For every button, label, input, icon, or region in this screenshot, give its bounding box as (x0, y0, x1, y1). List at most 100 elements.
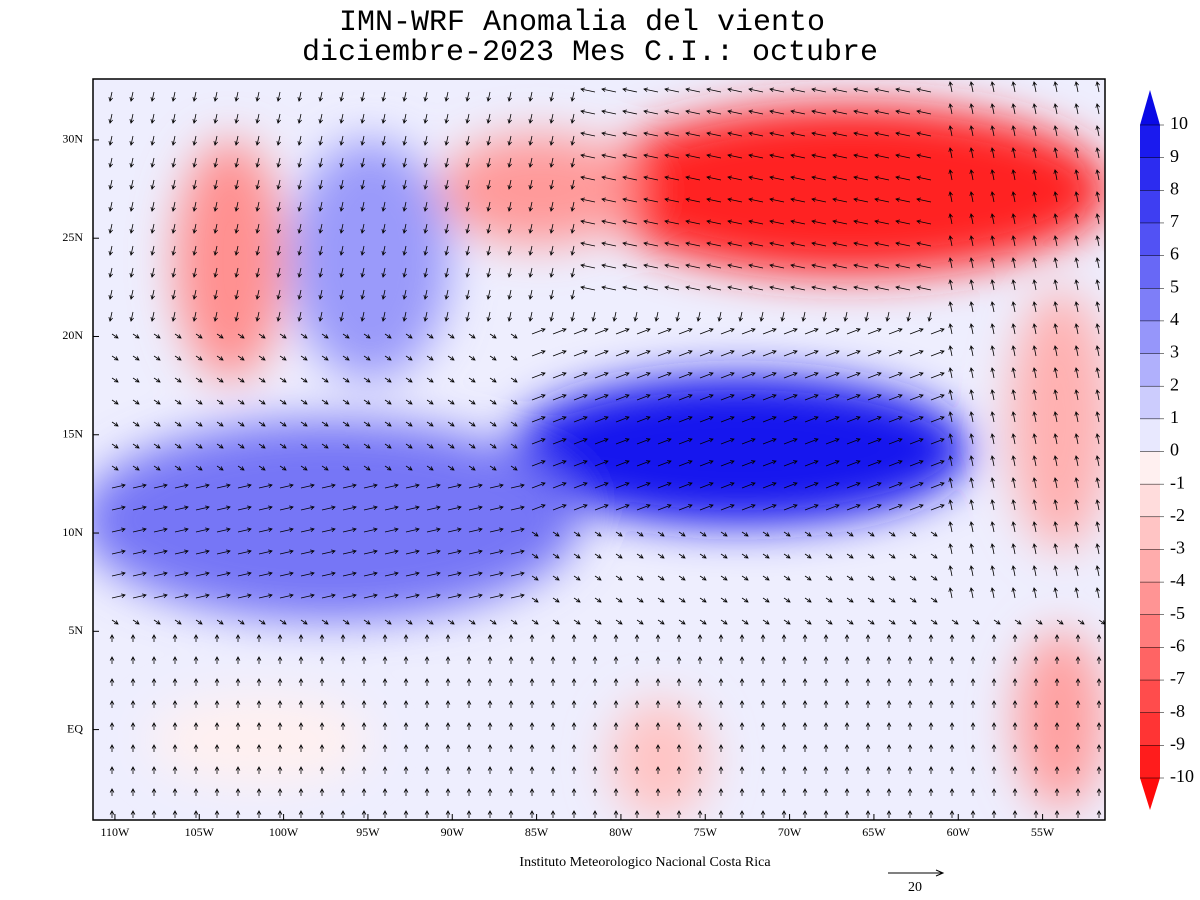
wind-vector (129, 245, 134, 256)
wind-vector (676, 634, 682, 642)
wind-vector (426, 355, 434, 361)
y-tick-label: 20N (62, 328, 83, 342)
wind-vector (685, 175, 701, 181)
wind-vector (489, 505, 504, 511)
wind-vector (277, 722, 283, 730)
wind-vector (993, 619, 1001, 625)
wind-vector (780, 311, 785, 322)
wind-vector (930, 394, 945, 401)
wind-vector (132, 505, 147, 511)
wind-vector (279, 483, 294, 489)
wind-vector (867, 597, 875, 603)
wind-vector (153, 483, 168, 489)
wind-vector (622, 285, 638, 291)
colorbar-box (1140, 157, 1160, 191)
x-tick-label: 85W (525, 825, 549, 839)
wind-vector (528, 267, 533, 278)
wind-vector (634, 744, 640, 752)
wind-vector (193, 810, 199, 818)
wind-vector (1011, 191, 1016, 203)
wind-vector (846, 504, 861, 511)
wind-vector (234, 289, 239, 300)
wind-vector (132, 549, 147, 555)
wind-vector (1095, 235, 1100, 247)
wind-vector (741, 619, 749, 625)
wind-vector (895, 131, 911, 137)
wind-vector (381, 179, 386, 190)
wind-vector (487, 788, 493, 796)
wind-vector (300, 483, 315, 489)
wind-vector (300, 527, 315, 533)
wind-vector (990, 235, 995, 247)
wind-vector (699, 416, 714, 423)
wind-vector (720, 482, 735, 489)
wind-vector (801, 311, 806, 322)
wind-vector (153, 619, 161, 625)
anomaly-field (93, 79, 1105, 820)
wind-vector (1095, 125, 1100, 137)
wind-vector (258, 527, 273, 533)
wind-vector (1074, 257, 1079, 269)
wind-vector (948, 125, 953, 137)
wind-vector (706, 87, 722, 93)
wind-vector (697, 788, 703, 796)
wind-vector (172, 678, 178, 686)
wind-vector (1011, 433, 1016, 445)
wind-vector (151, 656, 157, 664)
wind-vector (277, 766, 283, 774)
wind-vector (804, 372, 819, 379)
wind-vector (216, 465, 224, 471)
wind-vector (405, 593, 420, 599)
wind-vector (570, 267, 575, 278)
wind-vector (195, 465, 203, 471)
wind-vector (342, 399, 350, 405)
wind-vector (132, 399, 140, 405)
wind-vector (195, 571, 210, 577)
wind-vector (930, 482, 945, 489)
wind-vector (741, 372, 756, 379)
wind-vector (802, 634, 808, 642)
wind-vector (580, 153, 596, 159)
wind-vector (340, 656, 346, 664)
wind-vector (132, 571, 147, 577)
wind-vector (895, 153, 911, 159)
colorbar-box (1140, 386, 1160, 420)
wind-vector (1074, 279, 1079, 291)
wind-vector (804, 531, 812, 537)
wind-vector (510, 421, 518, 427)
wind-vector (1075, 744, 1081, 752)
wind-vector (718, 722, 724, 730)
wind-vector (192, 157, 197, 168)
wind-vector (1054, 766, 1060, 774)
wind-vector (1095, 587, 1100, 599)
wind-vector (990, 345, 995, 357)
wind-vector (255, 135, 260, 146)
wind-vector (381, 201, 386, 212)
wind-vector (153, 333, 161, 339)
wind-vector (171, 157, 176, 168)
wind-vector (508, 634, 514, 642)
wind-vector (237, 399, 245, 405)
wind-vector (613, 810, 619, 818)
wind-vector (783, 597, 791, 603)
wind-vector (832, 219, 848, 225)
wind-vector (948, 257, 953, 269)
wind-vector (552, 372, 567, 379)
wind-vector (216, 333, 224, 339)
wind-vector (487, 700, 493, 708)
wind-vector (256, 788, 262, 796)
wind-vector (613, 766, 619, 774)
wind-vector (1012, 678, 1018, 686)
wind-vector (867, 350, 882, 357)
wind-vector (1075, 634, 1081, 642)
wind-vector (1056, 619, 1064, 625)
wind-vector (790, 285, 806, 291)
wind-vector (657, 504, 672, 511)
wind-vector (1095, 279, 1100, 291)
wind-vector (424, 766, 430, 774)
wind-vector (297, 245, 302, 256)
wind-vector (760, 678, 766, 686)
wind-vector (727, 175, 743, 181)
wind-vector (657, 394, 672, 401)
wind-vector (678, 531, 686, 537)
